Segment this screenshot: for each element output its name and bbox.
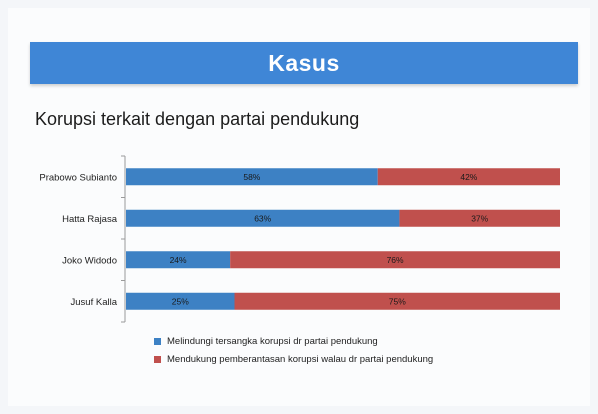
category-label: Prabowo Subianto xyxy=(39,172,117,183)
bar-segment-series-1 xyxy=(126,251,231,269)
bar-data-label: 42% xyxy=(460,172,477,182)
bar-data-label: 76% xyxy=(387,255,404,265)
legend-label-series-2: Mendukung pemberantasan korupsi walau dr… xyxy=(167,353,434,365)
bar-data-label: 25% xyxy=(172,296,189,306)
category-label: Joko Widodo xyxy=(62,255,117,266)
bar-data-label: 37% xyxy=(471,213,488,223)
legend-item-series-2: Mendukung pemberantasan korupsi walau dr… xyxy=(154,350,433,368)
bar-segment-series-2 xyxy=(399,209,560,227)
banner-title: Kasus xyxy=(268,49,340,76)
legend-item-series-1: Melindungi tersangka korupsi dr partai p… xyxy=(154,332,433,350)
legend-swatch-series-1 xyxy=(154,337,161,345)
bar-data-label: 75% xyxy=(389,296,406,306)
bar-segment-series-2 xyxy=(377,168,560,186)
bar-data-label: 24% xyxy=(170,255,187,265)
bar-data-label: 58% xyxy=(243,172,260,182)
bar-segment-series-2 xyxy=(234,292,560,310)
category-label: Jusuf Kalla xyxy=(71,297,118,308)
bar-segment-series-2 xyxy=(230,251,560,269)
chart-legend: Melindungi tersangka korupsi dr partai p… xyxy=(154,332,433,368)
slide: Kasus Korupsi terkait dengan partai pend… xyxy=(8,8,590,406)
category-label: Hatta Rajasa xyxy=(62,214,118,225)
legend-label-series-1: Melindungi tersangka korupsi dr partai p… xyxy=(167,335,378,347)
bar-segment-series-1 xyxy=(126,168,378,186)
chart-subtitle: Korupsi terkait dengan partai pendukung xyxy=(35,109,360,129)
legend-swatch-series-2 xyxy=(154,355,161,363)
bar-segment-series-1 xyxy=(126,209,400,227)
title-banner: Kasus xyxy=(30,42,578,84)
bar-data-label: 63% xyxy=(254,213,271,223)
bar-segment-series-1 xyxy=(126,292,235,310)
